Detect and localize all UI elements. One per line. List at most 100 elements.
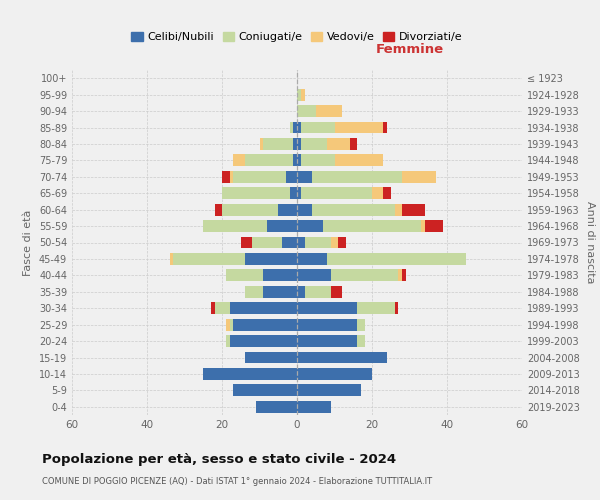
Bar [297,401,331,412]
Bar [301,138,327,150]
Bar [357,335,365,347]
Bar [290,188,297,199]
Bar [256,401,297,412]
Bar [305,286,331,298]
Bar [245,154,293,166]
Bar [297,352,387,364]
Bar [331,286,342,298]
Bar [263,138,293,150]
Bar [402,270,406,281]
Text: Popolazione per età, sesso e stato civile - 2024: Popolazione per età, sesso e stato civil… [42,452,396,466]
Bar [297,154,301,166]
Bar [233,384,297,396]
Bar [226,335,229,347]
Bar [402,204,425,216]
Bar [335,154,383,166]
Bar [297,302,357,314]
Bar [421,220,425,232]
Bar [233,154,245,166]
Bar [245,253,297,265]
Bar [297,253,327,265]
Bar [203,220,267,232]
Bar [215,302,229,314]
Bar [222,188,290,199]
Bar [297,318,357,330]
Text: Femmine: Femmine [376,43,443,56]
Bar [222,204,278,216]
Bar [297,138,301,150]
Y-axis label: Anni di nascita: Anni di nascita [585,201,595,284]
Bar [297,335,357,347]
Bar [323,220,421,232]
Bar [301,122,335,134]
Bar [357,302,395,314]
Bar [215,204,222,216]
Bar [297,105,316,117]
Bar [293,154,297,166]
Bar [395,204,402,216]
Bar [170,253,173,265]
Bar [297,122,301,134]
Bar [290,122,293,134]
Bar [263,270,297,281]
Bar [233,318,297,330]
Bar [245,352,297,364]
Bar [252,236,282,248]
Bar [402,171,436,182]
Bar [383,188,391,199]
Bar [229,302,297,314]
Y-axis label: Fasce di età: Fasce di età [23,210,33,276]
Bar [301,154,335,166]
Bar [372,188,383,199]
Bar [286,171,297,182]
Bar [316,105,342,117]
Bar [245,286,263,298]
Legend: Celibi/Nubili, Coniugati/e, Vedovi/e, Divorziati/e: Celibi/Nubili, Coniugati/e, Vedovi/e, Di… [127,28,467,46]
Bar [305,236,331,248]
Bar [229,171,233,182]
Bar [301,88,305,101]
Bar [395,302,398,314]
Bar [282,236,297,248]
Bar [297,188,301,199]
Bar [211,302,215,314]
Bar [297,270,331,281]
Bar [226,318,229,330]
Bar [301,188,372,199]
Bar [278,204,297,216]
Text: COMUNE DI POGGIO PICENZE (AQ) - Dati ISTAT 1° gennaio 2024 - Elaborazione TUTTIT: COMUNE DI POGGIO PICENZE (AQ) - Dati IST… [42,478,432,486]
Bar [297,384,361,396]
Bar [327,138,349,150]
Bar [233,171,286,182]
Bar [297,286,305,298]
Bar [229,335,297,347]
Bar [293,122,297,134]
Bar [297,171,312,182]
Bar [297,88,301,101]
Bar [173,253,245,265]
Bar [267,220,297,232]
Bar [425,220,443,232]
Bar [222,171,229,182]
Bar [241,236,252,248]
Bar [383,122,387,134]
Bar [357,318,365,330]
Bar [297,204,312,216]
Bar [260,138,263,150]
Bar [335,122,383,134]
Bar [229,318,233,330]
Bar [297,236,305,248]
Bar [331,236,338,248]
Bar [338,236,346,248]
Bar [312,171,402,182]
Bar [398,270,402,281]
Bar [297,220,323,232]
Bar [226,270,263,281]
Bar [349,138,357,150]
Bar [327,253,466,265]
Bar [297,368,372,380]
Bar [203,368,297,380]
Bar [293,138,297,150]
Bar [263,286,297,298]
Bar [331,270,398,281]
